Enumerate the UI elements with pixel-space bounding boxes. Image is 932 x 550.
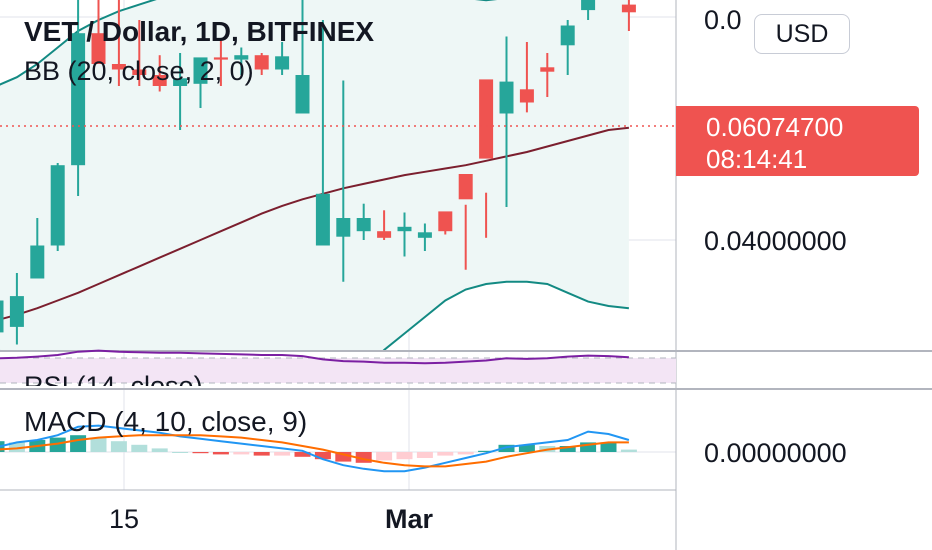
macd-histogram-bar bbox=[376, 452, 393, 461]
x-tick-mar: Mar bbox=[385, 504, 434, 534]
macd-y-tick-zero: 0.00000000 bbox=[704, 438, 847, 468]
candlesticks[interactable] bbox=[0, 0, 636, 350]
macd-histogram-bar bbox=[314, 452, 331, 460]
candle-body bbox=[111, 64, 126, 70]
candle-body bbox=[173, 78, 188, 86]
macd-histogram-bar bbox=[253, 452, 270, 456]
candle-body bbox=[315, 193, 330, 246]
macd-histogram-bar bbox=[620, 449, 637, 452]
candle-body bbox=[0, 300, 4, 333]
macd-histogram-bar bbox=[49, 437, 66, 452]
macd-histogram-bar bbox=[437, 452, 454, 456]
bb-basis-line bbox=[0, 126, 630, 321]
candle-body bbox=[71, 33, 86, 166]
macd-histogram-bar bbox=[8, 442, 25, 452]
candle-body bbox=[254, 55, 269, 70]
macd-histogram-bar bbox=[172, 452, 189, 453]
current-price-value: 0.06074700 bbox=[706, 112, 844, 142]
macd-line bbox=[0, 424, 630, 473]
candle-body bbox=[438, 211, 453, 232]
macd-histogram-bar bbox=[131, 444, 148, 452]
candle-body bbox=[581, 0, 596, 11]
candle-body bbox=[336, 218, 351, 237]
macd-histogram-bar bbox=[600, 442, 617, 452]
macd-histogram-bar bbox=[580, 442, 597, 452]
candle-body bbox=[30, 245, 45, 279]
signal-line bbox=[0, 434, 629, 468]
bb-upper-line bbox=[0, 0, 498, 86]
candle-body bbox=[295, 75, 310, 114]
macd-histogram-bar bbox=[559, 446, 576, 452]
macd-legend[interactable]: MACD (4, 10, close, 9) bbox=[24, 406, 308, 437]
macd-histogram-bar bbox=[110, 441, 127, 452]
macd-histogram-bar bbox=[335, 452, 352, 462]
x-tick-15: 15 bbox=[109, 504, 139, 534]
y-tick-040: 0.04000000 bbox=[704, 226, 847, 256]
macd-histogram-bar bbox=[457, 452, 474, 455]
macd-histogram-bar bbox=[518, 444, 535, 452]
candle-body bbox=[234, 55, 249, 60]
bar-countdown: 08:14:41 bbox=[706, 144, 808, 174]
macd-histogram-bar bbox=[233, 452, 250, 455]
rsi-legend[interactable]: RSI (14, close) bbox=[24, 371, 203, 386]
y-tick-top: 0.0 bbox=[704, 5, 742, 35]
macd-histogram-bar bbox=[416, 452, 433, 458]
macd-pane bbox=[0, 424, 637, 473]
pane-separators[interactable] bbox=[0, 350, 932, 390]
bollinger-bands bbox=[0, 0, 630, 350]
candle-body bbox=[540, 67, 555, 72]
candle-body bbox=[417, 232, 432, 238]
macd-histogram-bar bbox=[294, 452, 311, 457]
macd-histogram-bar bbox=[498, 444, 515, 452]
candle-body bbox=[132, 69, 147, 75]
candle-body bbox=[213, 57, 228, 60]
candle-body bbox=[397, 226, 412, 232]
candle-body bbox=[458, 174, 473, 200]
macd-histogram-bar bbox=[151, 448, 168, 452]
macd-histogram-bar bbox=[478, 450, 495, 452]
current-price-tag: 0.06074700 08:14:41 bbox=[676, 106, 919, 176]
candle-body bbox=[193, 57, 208, 84]
macd-histogram-bar bbox=[396, 452, 413, 460]
candle-body bbox=[621, 4, 636, 13]
macd-histogram-bar bbox=[355, 452, 372, 463]
candle-body bbox=[356, 218, 371, 232]
rsi-line bbox=[0, 349, 629, 365]
rsi-band-fill bbox=[0, 358, 676, 383]
candle-body bbox=[499, 81, 514, 114]
macd-histogram-bar bbox=[274, 452, 291, 456]
candle-body bbox=[152, 75, 167, 86]
candle-body bbox=[91, 33, 106, 64]
currency-button[interactable]: USD bbox=[754, 14, 850, 54]
rsi-pane bbox=[0, 349, 676, 384]
candle-body bbox=[479, 79, 494, 159]
candle-body bbox=[560, 25, 575, 46]
bb-lower-line bbox=[0, 280, 630, 350]
macd-histogram-bar bbox=[212, 452, 229, 455]
macd-histogram-bar bbox=[192, 452, 209, 454]
symbol-title[interactable]: VET / Dollar, 1D, BITFINEX bbox=[24, 16, 375, 47]
candle-body bbox=[275, 56, 290, 70]
candle-body bbox=[9, 296, 24, 327]
macd-histogram-bar bbox=[90, 437, 107, 452]
candle-body bbox=[519, 89, 534, 103]
candle-body bbox=[377, 231, 392, 238]
bb-legend[interactable]: BB (20, close, 2, 0) bbox=[24, 56, 254, 86]
candle-body bbox=[50, 165, 65, 246]
bb-fill bbox=[0, 0, 629, 350]
